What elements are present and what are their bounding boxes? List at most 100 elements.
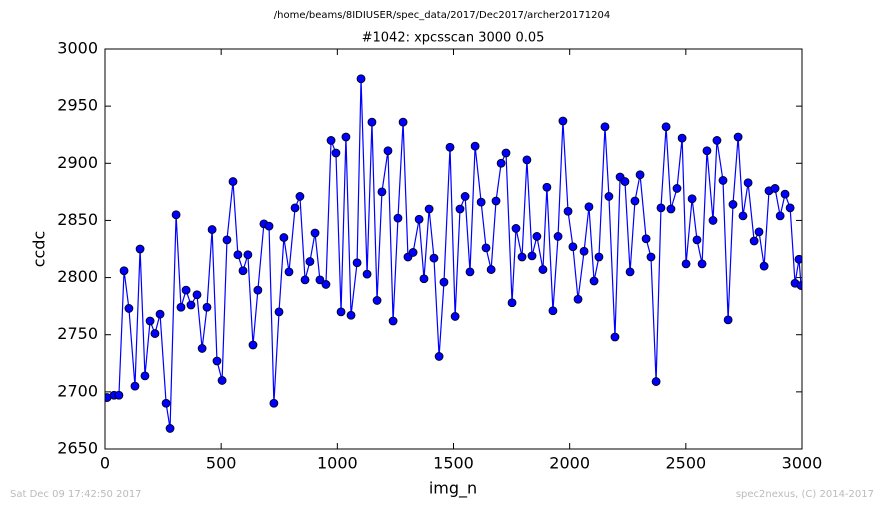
marker — [326, 136, 336, 145]
marker — [610, 332, 620, 342]
y-tick-label: 2950 — [57, 96, 98, 115]
marker — [692, 235, 702, 245]
marker — [563, 206, 573, 216]
marker — [579, 246, 589, 256]
marker — [687, 194, 697, 204]
x-tick-label: 0 — [100, 454, 110, 473]
marker — [712, 136, 722, 145]
marker — [171, 210, 181, 220]
marker — [573, 294, 583, 304]
marker — [393, 213, 403, 223]
marker — [553, 232, 563, 241]
marker — [708, 216, 718, 225]
marker — [723, 315, 733, 325]
y-tick-label: 2800 — [57, 267, 98, 286]
marker — [501, 148, 511, 158]
marker — [450, 312, 460, 321]
marker — [538, 265, 548, 274]
marker — [558, 116, 568, 126]
footer-left: Sat Dec 09 17:42:50 2017 — [10, 489, 142, 500]
marker — [207, 225, 217, 234]
marker — [119, 266, 129, 276]
marker — [542, 182, 552, 192]
marker — [677, 133, 687, 143]
x-tick-label: 2000 — [549, 454, 590, 473]
marker — [269, 398, 279, 408]
marker — [124, 304, 134, 313]
marker — [424, 204, 434, 214]
marker — [290, 203, 300, 213]
marker — [584, 202, 594, 212]
marker — [140, 371, 150, 381]
marker — [759, 261, 769, 271]
marker — [507, 298, 517, 308]
marker — [192, 290, 202, 300]
marker — [476, 197, 486, 207]
plot-frame — [104, 48, 803, 450]
marker — [568, 242, 578, 252]
marker — [460, 192, 470, 201]
marker — [486, 265, 496, 274]
marker — [656, 203, 666, 213]
marker — [681, 259, 691, 269]
marker — [398, 117, 408, 127]
marker — [114, 390, 124, 400]
marker — [548, 306, 558, 316]
marker — [594, 252, 604, 262]
marker — [532, 232, 542, 241]
marker — [321, 280, 331, 289]
marker — [352, 258, 362, 268]
marker — [372, 296, 382, 305]
marker — [728, 200, 738, 209]
marker — [150, 329, 160, 338]
y-tick-label: 2700 — [57, 381, 98, 400]
marker — [295, 192, 305, 201]
x-tick-label: 2500 — [665, 454, 706, 473]
marker — [496, 158, 506, 168]
marker — [383, 146, 393, 156]
x-tick-label: 3000 — [782, 454, 823, 473]
marker — [274, 307, 284, 317]
marker — [604, 192, 614, 201]
marker — [197, 344, 207, 353]
marker — [434, 352, 444, 361]
marker — [738, 211, 748, 221]
marker — [356, 74, 366, 84]
marker — [718, 176, 728, 185]
marker — [749, 236, 759, 246]
marker — [408, 248, 418, 257]
marker — [222, 235, 232, 245]
marker — [666, 204, 676, 214]
marker — [362, 269, 372, 279]
x-tick-label: 1500 — [433, 454, 474, 473]
marker — [253, 285, 263, 295]
x-tick-label: 500 — [206, 454, 237, 473]
marker — [279, 233, 289, 242]
suptitle: /home/beams/8IDIUSER/spec_data/2017/Dec2… — [274, 10, 610, 21]
marker — [217, 376, 227, 385]
y-tick-label: 2850 — [57, 210, 98, 229]
marker — [310, 228, 320, 238]
marker — [780, 189, 790, 199]
marker — [455, 204, 465, 214]
marker — [165, 424, 175, 433]
marker — [346, 310, 356, 320]
marker — [243, 250, 253, 260]
chart-title: #1042: xpcsscan 3000 0.05 — [362, 31, 545, 46]
marker — [522, 155, 532, 165]
marker — [635, 170, 645, 180]
marker — [754, 227, 764, 237]
marker — [661, 122, 671, 132]
marker — [733, 132, 743, 142]
marker — [651, 377, 661, 386]
marker — [439, 277, 449, 287]
marker — [264, 221, 274, 231]
marker — [775, 211, 785, 221]
y-tick-label: 3000 — [57, 39, 98, 58]
marker — [135, 244, 145, 254]
marker — [341, 132, 351, 142]
marker — [491, 196, 501, 206]
y-tick-label: 2900 — [57, 153, 98, 172]
marker — [202, 302, 212, 312]
